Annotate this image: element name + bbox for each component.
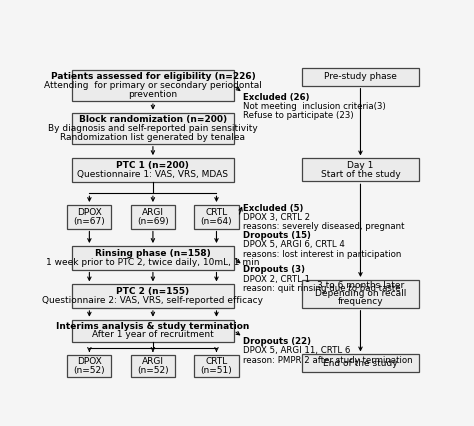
Text: Questionnaire 2: VAS, VRS, self-reported efficacy: Questionnaire 2: VAS, VRS, self-reported… [43, 296, 264, 305]
Text: Excluded (5): Excluded (5) [243, 204, 303, 213]
Text: (n=67): (n=67) [73, 217, 105, 226]
Text: reasons: lost interest in participation: reasons: lost interest in participation [243, 250, 401, 259]
Bar [194, 355, 238, 377]
Bar [131, 205, 175, 229]
Bar [72, 158, 234, 181]
Text: Attending  for primary or secondary periodontal: Attending for primary or secondary perio… [44, 81, 262, 90]
Bar [301, 158, 419, 181]
Text: DPOX: DPOX [77, 357, 102, 366]
Text: Patients assessed for eligibility (n=226): Patients assessed for eligibility (n=226… [51, 72, 255, 81]
Bar [72, 112, 234, 144]
Text: 1 week prior to PTC 2, twice daily, 10mL, 1 min: 1 week prior to PTC 2, twice daily, 10mL… [46, 258, 260, 267]
Text: Not meeting  inclusion criteria(3): Not meeting inclusion criteria(3) [243, 102, 386, 111]
Text: (n=52): (n=52) [73, 366, 105, 375]
Text: frequency: frequency [337, 297, 383, 306]
Bar [301, 68, 419, 86]
Text: End of the study: End of the study [323, 359, 398, 368]
Bar [194, 205, 238, 229]
Text: Start of the study: Start of the study [320, 170, 401, 179]
Text: reason: quit rinsing due to bad taste: reason: quit rinsing due to bad taste [243, 284, 401, 293]
Bar [72, 246, 234, 270]
Text: ARGI: ARGI [142, 208, 164, 217]
Text: Pre-study phase: Pre-study phase [324, 72, 397, 81]
Text: After 1 year of recruitment: After 1 year of recruitment [92, 331, 214, 340]
Text: reason: PMPR 2 after study termination: reason: PMPR 2 after study termination [243, 356, 412, 365]
Bar [301, 354, 419, 372]
Text: Block randomization (n=200): Block randomization (n=200) [79, 115, 227, 124]
Text: CRTL: CRTL [205, 208, 228, 217]
Text: DPOX 5, ARGI 6, CRTL 4: DPOX 5, ARGI 6, CRTL 4 [243, 240, 345, 249]
Text: prevention: prevention [128, 90, 177, 99]
Text: DPOX: DPOX [77, 208, 102, 217]
Bar [301, 280, 419, 308]
Text: DPOX 2, CRTL 1: DPOX 2, CRTL 1 [243, 274, 310, 283]
Text: Randomization list generated by tenalea: Randomization list generated by tenalea [60, 132, 246, 141]
Bar [67, 205, 111, 229]
Bar [131, 355, 175, 377]
Text: By diagnosis and self-reported pain sensitivity: By diagnosis and self-reported pain sens… [48, 124, 258, 133]
Text: Depending on recall: Depending on recall [315, 289, 406, 298]
Text: Refuse to participate (23): Refuse to participate (23) [243, 112, 354, 121]
Text: (n=51): (n=51) [201, 366, 232, 375]
Text: DPOX 5, ARGI 11, CRTL 6: DPOX 5, ARGI 11, CRTL 6 [243, 346, 350, 355]
Text: DPOX 3, CRTL 2: DPOX 3, CRTL 2 [243, 213, 310, 222]
Text: Dropouts (15): Dropouts (15) [243, 231, 311, 240]
Text: ARGI: ARGI [142, 357, 164, 366]
Text: Dropouts (3): Dropouts (3) [243, 265, 305, 274]
Text: Questionnaire 1: VAS, VRS, MDAS: Questionnaire 1: VAS, VRS, MDAS [77, 170, 228, 179]
Text: PTC 2 (n=155): PTC 2 (n=155) [116, 287, 190, 296]
Bar [67, 355, 111, 377]
Text: PTC 1 (n=200): PTC 1 (n=200) [117, 161, 189, 170]
Text: Interims analysis & study termination: Interims analysis & study termination [56, 322, 250, 331]
Text: (n=64): (n=64) [201, 217, 232, 226]
Text: (n=52): (n=52) [137, 366, 169, 375]
Text: CRTL: CRTL [205, 357, 228, 366]
Text: Excluded (26): Excluded (26) [243, 93, 310, 102]
Text: reasons: severely diseased, pregnant: reasons: severely diseased, pregnant [243, 222, 404, 231]
Text: (n=69): (n=69) [137, 217, 169, 226]
Text: 3 to 6 months later: 3 to 6 months later [317, 282, 404, 291]
Bar [72, 284, 234, 308]
Bar [72, 320, 234, 342]
Text: Day 1: Day 1 [347, 161, 374, 170]
Text: Dropouts (22): Dropouts (22) [243, 337, 311, 346]
Bar [72, 70, 234, 101]
Text: Rinsing phase (n=158): Rinsing phase (n=158) [95, 249, 211, 258]
